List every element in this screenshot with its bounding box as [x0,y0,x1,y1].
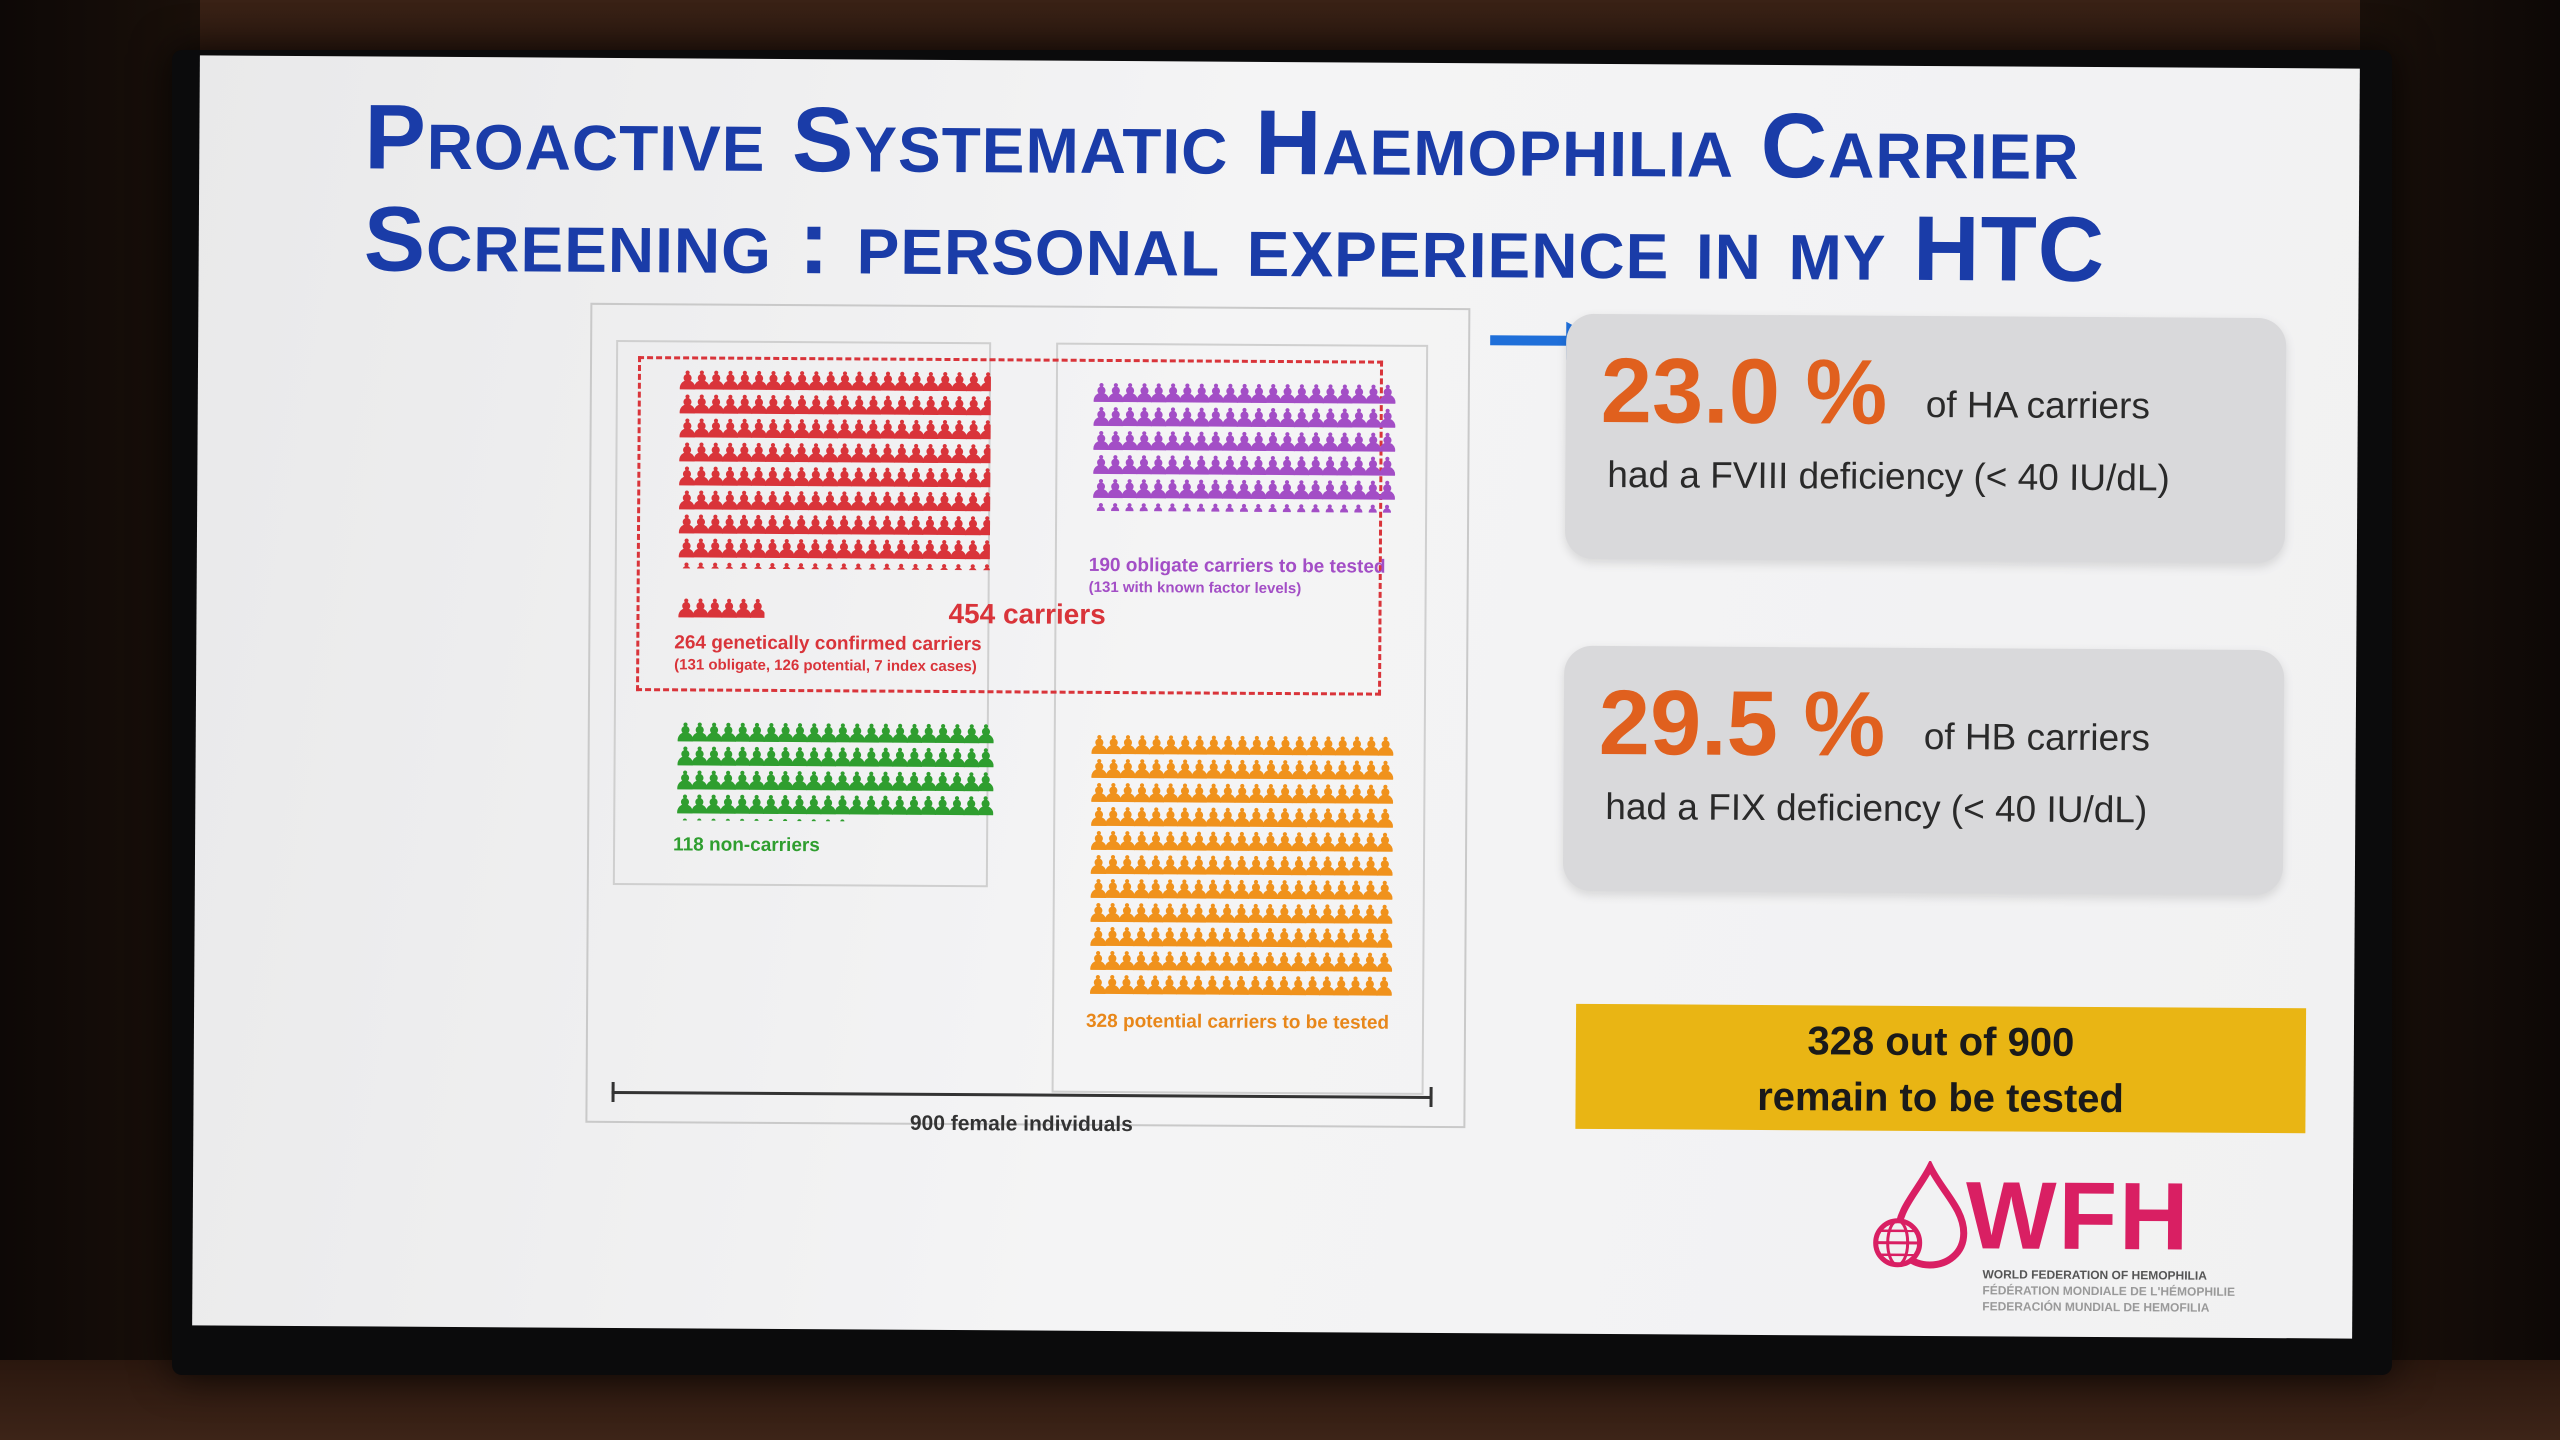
axis-tick-left [611,1081,615,1102]
person-icon: ♟ [818,558,832,570]
stat-description: had a FVIII deficiency (< 40 IU/dL) [1607,454,2170,499]
person-icon: ♟ [932,559,946,570]
logo-wordmark: WFH [1965,1162,2191,1271]
person-icon: ♟ [844,790,860,821]
person-icon: ♟ [973,791,989,822]
stat-of-label: of HA carriers [1925,383,2151,427]
axis-tick-right [1429,1086,1433,1107]
axis-label: 900 female individuals [909,1111,1133,1137]
person-icon: ♟ [902,790,917,821]
person-icon: ♟ [1332,499,1346,512]
logo-subtitle-es: FEDERACIÓN MUNDIAL DE HEMOFILIA [1982,1299,2210,1315]
person-icon: ♟ [861,558,875,570]
non-carriers-caption: 118 non-carriers [673,834,820,857]
person-icon: ♟ [904,559,918,571]
person-icon: ♟ [859,790,874,821]
person-icon: ♟ [887,790,903,821]
person-icon: ♟ [1289,499,1303,513]
potential-carriers-caption: 328 potential carriers to be tested [1085,1010,1390,1034]
person-icon: ♟ [1218,499,1232,513]
remain-line2: remain to be tested [1757,1074,2125,1122]
person-icon: ♟ [1175,498,1189,512]
person-icon: ♟ [789,558,803,570]
person-icon: ♟ [959,791,974,822]
stat-box-ha: 23.0 % of HA carriers had a FVIII defici… [1564,313,2287,564]
person-icon: ♟ [947,559,961,570]
person-icon: ♟ [945,790,960,822]
blood-drop-globe-icon [1873,1160,1968,1269]
person-icon: ♟ [873,790,889,821]
person-icon: ♟ [1304,499,1318,513]
person-icon: ♟ [1361,500,1375,513]
person-icon: ♟ [1246,499,1260,513]
person-icon: ♟ [975,559,989,570]
room-background-right [2360,0,2560,1440]
person-icon: ♟ [1161,498,1175,512]
person-icon: ♟ [918,559,932,570]
logo-subtitle-en: WORLD FEDERATION OF HEMOPHILIA [1982,1267,2207,1283]
slide-title: Proactive Systematic Haemophilia Carrier… [363,86,2214,301]
person-icon: ♟ [1372,996,1386,1000]
person-icon: ♟ [1261,499,1275,513]
person-icon: ♟ [731,596,747,623]
person-icon: ♟ [703,596,718,623]
remain-line1: 328 out of 900 [1807,1019,2075,1065]
confirmed-carriers-people-row: ♟♟♟♟♟♟♟♟ [674,596,764,623]
person-icon: ♟ [1132,498,1146,513]
person-icon: ♟ [961,559,975,570]
person-icon: ♟ [803,558,817,570]
person-icon: ♟ [1347,499,1361,512]
stat-description: had a FIX deficiency (< 40 IU/dL) [1605,786,2148,831]
stat-percent: 29.5 % [1598,671,1886,776]
non-carriers-people-grid: ♟♟♟♟♟♟♟♟♟♟♟♟♟♟♟♟♟♟♟♟♟♟♟♟♟♟♟♟♟♟♟♟♟♟♟♟♟♟♟♟… [673,720,994,822]
person-icon: ♟ [930,790,946,821]
person-icon: ♟ [1204,499,1218,513]
logo-subtitle-fr: FÉDÉRATION MONDIALE DE L'HÉMOPHILIE [1982,1283,2236,1299]
person-icon: ♟ [1318,499,1332,512]
confirmed-carriers-caption: 264 genetically confirmed carriers [674,632,982,656]
room-background-left [0,0,200,1440]
carriers-total-label: 454 carriers [948,597,1106,630]
person-icon: ♟ [889,559,903,571]
potential-carriers-people-grid: ♟♟♟♟♟♟♟♟♟♟♟♟♟♟♟♟♟♟♟♟♟♟♟♟♟♟♟♟♟♟♟♟♟♟♟♟♟♟♟♟… [1086,733,1400,1000]
stat-of-label: of HB carriers [1923,715,2151,759]
person-icon: ♟ [832,558,846,570]
person-icon: ♟ [1189,498,1203,512]
slide-title-line1: Proactive Systematic Haemophilia Carrier [364,86,2080,199]
person-icon: ♟ [761,558,775,570]
person-icon: ♟ [1375,500,1389,513]
person-icon: ♟ [846,558,860,570]
obligate-carriers-subcaption: (131 with known factor levels) [1088,578,1302,598]
person-icon: ♟ [717,596,732,623]
confirmed-carriers-subcaption: (131 obligate, 126 potential, 7 index ca… [674,656,977,676]
wfh-logo: WFH WORLD FEDERATION OF HEMOPHILIA FÉDÉR… [1867,1160,2298,1319]
obligate-carriers-caption: 190 obligate carriers to be tested [1088,554,1386,578]
person-icon: ♟ [775,558,789,570]
obligate-carriers-people-grid: ♟♟♟♟♟♟♟♟♟♟♟♟♟♟♟♟♟♟♟♟♟♟♟♟♟♟♟♟♟♟♟♟♟♟♟♟♟♟♟♟… [1089,381,1400,513]
person-icon: ♟ [1146,498,1160,513]
person-icon: ♟ [875,559,889,571]
remain-to-be-tested-banner: 328 out of 900 remain to be tested [1575,1003,2307,1134]
person-icon: ♟ [1275,499,1289,513]
person-icon: ♟ [916,790,932,821]
slide-title-line2: Screening : personal experience in my HT… [363,188,2106,302]
person-icon: ♟ [1118,498,1132,513]
person-icon: ♟ [1232,499,1246,513]
stat-percent: 23.0 % [1600,339,1888,444]
confirmed-carriers-people-grid: ♟♟♟♟♟♟♟♟♟♟♟♟♟♟♟♟♟♟♟♟♟♟♟♟♟♟♟♟♟♟♟♟♟♟♟♟♟♟♟♟… [675,368,991,570]
presentation-slide: Proactive Systematic Haemophilia Carrier… [192,55,2360,1339]
person-icon: ♟ [746,596,761,623]
stat-box-hb: 29.5 % of HB carriers had a FIX deficien… [1562,645,2285,896]
